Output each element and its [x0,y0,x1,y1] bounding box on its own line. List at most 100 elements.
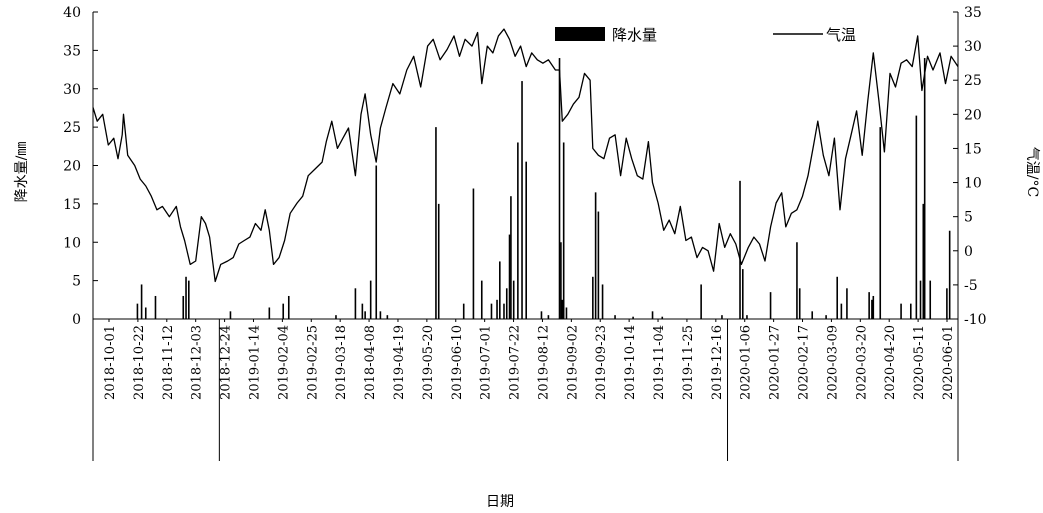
y-tick-label-right: 35 [964,5,982,21]
temperature-line-group [92,28,959,283]
x-tick-label: 2020-06-01 [941,325,956,400]
precipitation-bar [811,311,814,319]
precipitation-bar [437,203,440,319]
precipitation-bar [836,276,839,319]
y-tick-label-right: 25 [964,73,982,89]
y-tick-label-left: 25 [63,120,81,136]
y-tick-label-right: 0 [964,244,973,260]
x-tick-label: 2019-06-10 [450,325,465,400]
precipitation-bar [510,196,512,319]
precipitation-bar [872,295,875,319]
precipitation-bar [268,307,271,319]
precipitation-bar [282,303,285,319]
precipitation-bar [480,280,483,319]
x-tick-label: 2020-05-11 [912,325,927,400]
x-tick-label: 2018-11-12 [161,325,176,400]
x-tick-label: 2018-10-01 [103,325,118,400]
precipitation-bar [361,303,364,319]
y-tick-label-left: 30 [63,82,81,98]
precipitation-bar [287,295,290,319]
y-axis-left-title: 降水量/㎜ [14,142,30,203]
precipitation-bar [923,58,926,320]
precipitation-bar [919,280,922,319]
precipitation-bar [512,280,515,319]
precipitation-bar [565,307,568,319]
precipitation-bar [798,288,801,319]
precipitation-bar [435,127,437,319]
precipitation-bar [900,303,902,319]
x-tick-label: 2019-01-14 [248,325,263,400]
precipitation-bar [490,303,493,319]
precipitation-bar [521,81,523,319]
precipitation-bar [154,295,157,319]
precipitation-bars [136,58,951,320]
y-tick-label-right: 10 [964,176,982,192]
precipitation-bar [354,288,357,319]
precipitation-bar [929,280,932,319]
y-tick-label-left: 35 [63,43,81,59]
precipitation-bar [182,295,185,319]
x-tick-label: 2019-08-12 [536,325,551,400]
precipitation-bar [375,165,378,319]
precipitation-bar [558,58,561,320]
y-tick-label-left: 40 [63,5,81,21]
precipitation-bar [562,142,565,319]
precipitation-bar [879,127,882,319]
precipitation-bar [364,311,366,319]
x-tick-label: 2019-05-20 [421,325,436,400]
x-tick-label: 2020-01-06 [739,325,754,400]
precipitation-bar [517,142,519,319]
precipitation-bar [614,315,616,319]
x-tick-label: 2019-07-01 [479,325,494,400]
x-tick-label: 2018-04-08 [363,325,378,400]
x-tick-label: 2019-12-16 [710,325,725,400]
precipitation-bar [868,292,870,319]
x-tick-label: 2019-07-22 [508,325,523,400]
x-tick-label: 2020-01-27 [768,325,783,400]
x-tick-label: 2018-12-03 [190,325,205,400]
legend-bar-swatch [555,27,605,41]
y-tick-label-left: 20 [63,159,81,175]
precipitation-bar [379,311,382,319]
y-tick-label-left: 10 [63,235,81,251]
y-tick-label-left: 5 [72,274,81,290]
precipitation-bar [915,115,918,319]
x-tick-label: 2019-10-14 [623,325,638,400]
precipitation-bar [503,303,505,319]
precipitation-bar [369,280,372,319]
precipitation-bar [721,315,723,319]
precipitation-bar [871,299,873,319]
precipitation-bar [560,242,562,319]
precipitation-bar [229,311,232,319]
y-tick-label-left: 15 [63,197,81,213]
y-tick-label-right: 5 [964,210,973,226]
precipitation-bar [739,180,741,319]
date-labels: 2018-10-01 2018-10-22 2018-11-12 2018-12-03… [103,325,956,400]
precipitation-bar [796,242,798,319]
precipitation-bar [185,276,187,319]
y-tick-label-right: 30 [964,39,982,55]
precipitation-bar [144,307,147,319]
precipitation-bar [846,288,848,319]
x-tick-label: 2019-11-04 [652,325,667,400]
x-tick-label: 2019-02-04 [276,325,291,400]
precipitation-bar [922,203,925,319]
precipitation-bar [499,261,501,319]
temperature-line [92,28,959,283]
x-tick-label: 2020-02-17 [797,325,812,400]
y-tick-label-right: 15 [964,141,982,157]
precipitation-bar [746,315,748,319]
precipitation-bar [840,303,843,319]
precipitation-bar [601,284,604,319]
x-tick-label: 2019-04-19 [392,325,407,400]
legend-label-temperature: 气温 [826,26,856,44]
y-tick-label-right: -5 [964,278,978,294]
x-tick-label: 2018-12-24 [219,325,234,400]
precipitation-bar [561,299,564,319]
y-tick-label-right: 20 [964,107,982,123]
y-tick-label-right: -10 [964,312,987,328]
axes: 0 5 10 15 20 25 30 35 40 -10 -5 0 5 10 15 20 25 30 35 [63,5,987,461]
precipitation-bar [496,299,498,319]
precipitation-bar [700,284,702,319]
